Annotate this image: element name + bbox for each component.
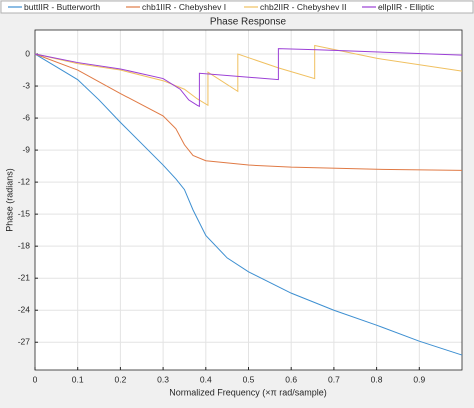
x-tick-label: 0.8 — [371, 374, 383, 384]
chart-title: Phase Response — [210, 17, 287, 28]
series-line — [34, 53, 463, 356]
y-tick-label: -21 — [18, 272, 31, 282]
y-tick-label: -3 — [22, 80, 30, 90]
plot-frame — [34, 29, 463, 371]
legend-label: ellpIIR - Elliptic — [378, 2, 435, 12]
x-tick-label: 0 — [33, 374, 38, 384]
series-line — [34, 48, 463, 108]
y-tick-label: -18 — [18, 240, 31, 250]
y-tick-label: -27 — [18, 336, 31, 346]
x-tick-label: 0.9 — [413, 374, 425, 384]
x-tick-label: 0.1 — [72, 374, 84, 384]
x-tick-label: 0.4 — [200, 374, 212, 384]
x-tick-label: 0.7 — [328, 374, 340, 384]
y-tick-label: -24 — [18, 304, 31, 314]
y-tick-label: -15 — [18, 208, 31, 218]
series-line — [34, 44, 463, 107]
y-tick-label: -9 — [22, 144, 30, 154]
y-tick-label: -12 — [18, 176, 31, 186]
legend-label: chb1IIR - Chebyshev I — [142, 2, 226, 12]
x-tick-label: 0.5 — [243, 374, 255, 384]
legend-label: chb2IIR - Chebyshev II — [260, 2, 346, 12]
x-axis-label: Normalized Frequency (×π rad/sample) — [169, 387, 327, 397]
y-tick-label: 0 — [25, 48, 30, 58]
x-tick-label: 0.2 — [114, 374, 126, 384]
y-axis-label: Phase (radians) — [4, 168, 14, 232]
y-tick-label: -6 — [22, 112, 30, 122]
legend-label: buttIIR - Butterworth — [24, 2, 100, 12]
series-line — [34, 53, 463, 171]
legend-box — [0, 0, 474, 14]
x-tick-label: 0.6 — [285, 374, 297, 384]
x-tick-label: 0.3 — [157, 374, 169, 384]
